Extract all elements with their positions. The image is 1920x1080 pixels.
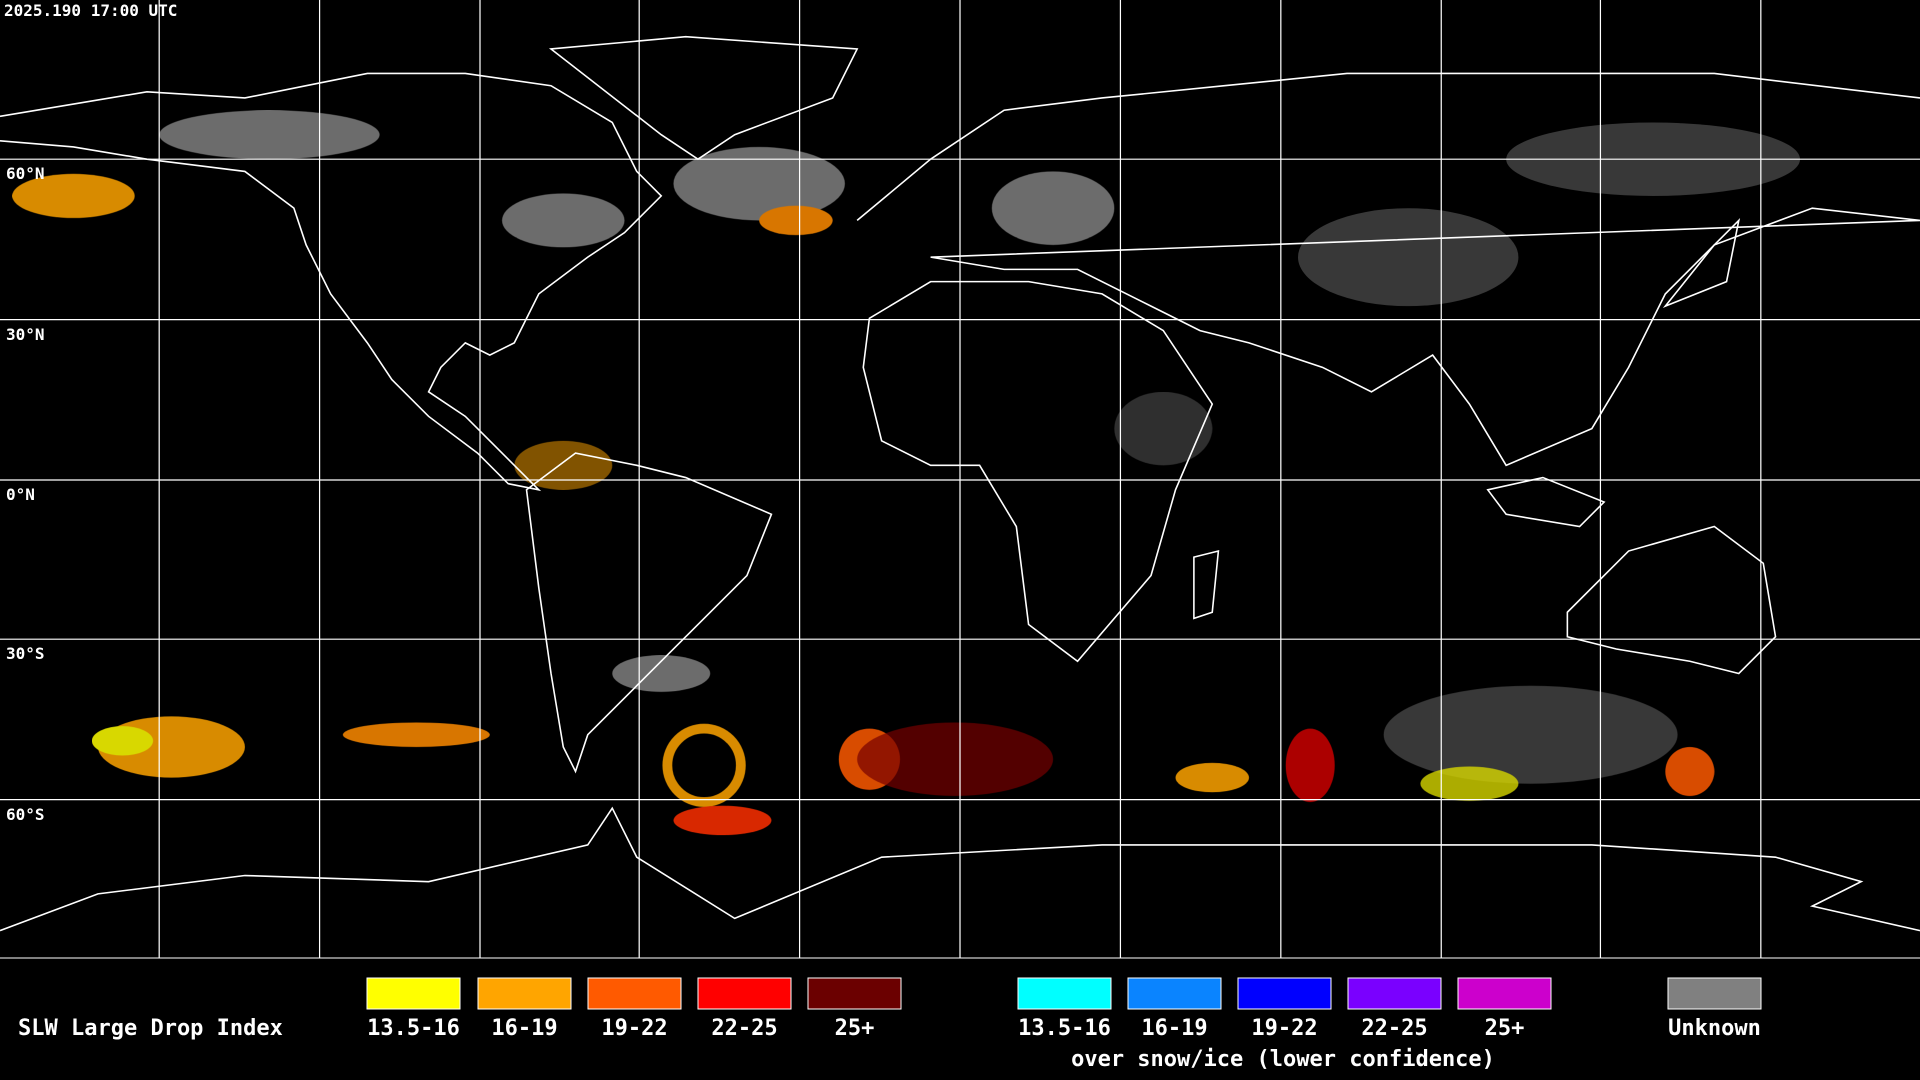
latitude-label: 60°N <box>6 164 45 183</box>
latitude-label: 30°S <box>6 644 45 663</box>
latitude-label: 30°N <box>6 325 45 344</box>
latitude-label: 60°S <box>6 805 45 824</box>
legend-label: 19-22 <box>1251 1016 1317 1041</box>
legend-swatch <box>366 977 461 1010</box>
coastlines <box>0 35 1920 932</box>
legend-swatch <box>1017 977 1112 1010</box>
cloud-patches <box>12 110 1801 836</box>
timestamp: 2025.190 17:00 UTC <box>4 1 177 20</box>
legend-label: 22-25 <box>711 1016 777 1041</box>
legend-swatch <box>697 977 792 1010</box>
legend-label: 16-19 <box>491 1016 557 1041</box>
graticule <box>0 0 1920 958</box>
legend-label: 25+ <box>1485 1016 1525 1041</box>
legend-label: 25+ <box>835 1016 875 1041</box>
legend-label: 13.5-16 <box>1018 1016 1111 1041</box>
legend-swatch <box>587 977 682 1010</box>
legend-swatch <box>1127 977 1222 1010</box>
legend-label: 13.5-16 <box>367 1016 460 1041</box>
legend-title: SLW Large Drop Index <box>18 1016 283 1041</box>
legend-swatch <box>1347 977 1442 1010</box>
legend-swatch <box>1237 977 1332 1010</box>
map <box>0 0 1920 958</box>
legend-swatch <box>1457 977 1552 1010</box>
legend-caption: over snow/ice (lower confidence) <box>1071 1047 1495 1072</box>
legend-label: 16-19 <box>1141 1016 1207 1041</box>
legend-label: 19-22 <box>601 1016 667 1041</box>
legend-label: Unknown <box>1668 1016 1761 1041</box>
legend-swatch <box>807 977 902 1010</box>
legend-swatch <box>477 977 572 1010</box>
latitude-label: 0°N <box>6 485 35 504</box>
legend-swatch <box>1667 977 1762 1010</box>
legend-label: 22-25 <box>1361 1016 1427 1041</box>
